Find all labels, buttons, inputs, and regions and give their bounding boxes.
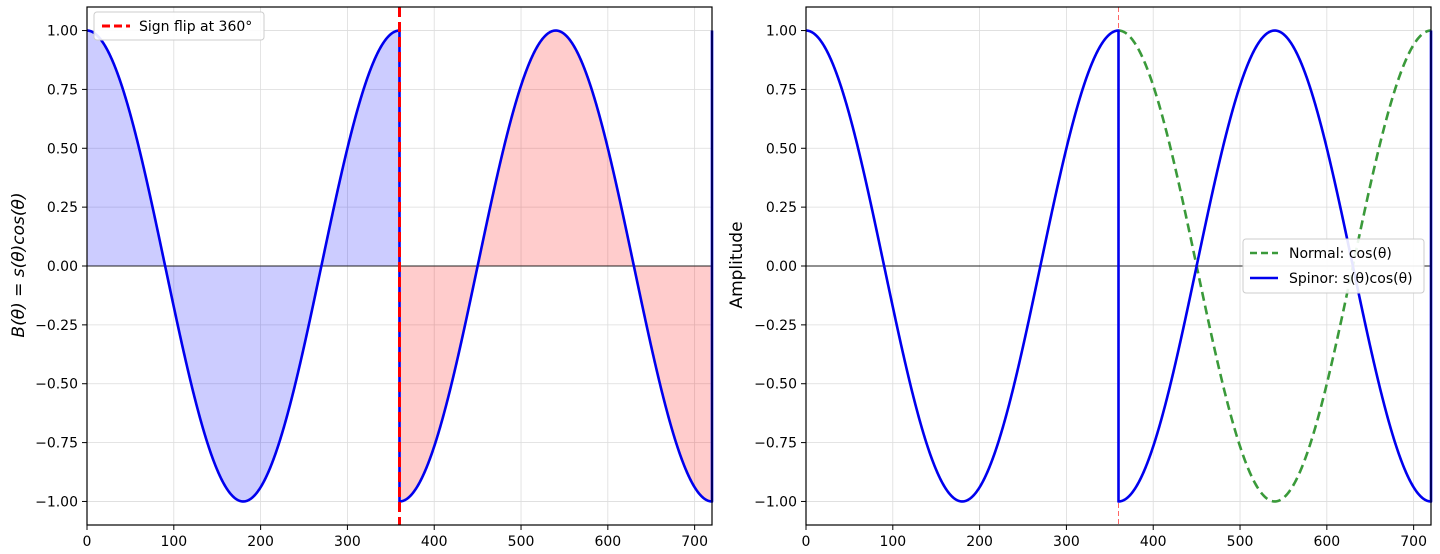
y-tick-label: −0.50 bbox=[754, 377, 797, 393]
legend-box bbox=[1242, 238, 1425, 294]
spinor-line bbox=[86, 29, 714, 503]
y-tick-label: −0.75 bbox=[754, 436, 797, 452]
y-tick-label: −1.00 bbox=[35, 494, 78, 510]
x-tick-label: 200 bbox=[247, 534, 274, 550]
y-tick-label: 1.00 bbox=[766, 24, 797, 40]
right-y-axis-label: Amplitude bbox=[727, 221, 747, 308]
x-tick-label: 100 bbox=[160, 534, 187, 550]
right-y-ticks: 1.00 0.75 0.50 0.25 0.00 −0.25 −0.50 −0.75 −1.00 bbox=[754, 24, 806, 510]
y-tick-label: 1.00 bbox=[47, 24, 78, 40]
x-tick-label: 600 bbox=[594, 534, 621, 550]
left-series bbox=[86, 29, 714, 503]
left-legend: Sign flip at 360° bbox=[93, 11, 265, 41]
right-series bbox=[805, 29, 1433, 503]
left-y-axis-label: B(θ) = s(θ)cos(θ) bbox=[9, 192, 29, 337]
y-tick-label: 0.25 bbox=[47, 200, 78, 216]
right-x-ticks: 0 100 200 300 400 500 600 700 bbox=[802, 525, 1427, 550]
y-tick-label: 0.50 bbox=[47, 141, 78, 157]
x-tick-label: 600 bbox=[1313, 534, 1340, 550]
x-tick-label: 400 bbox=[421, 534, 448, 550]
x-tick-label: 200 bbox=[966, 534, 993, 550]
x-tick-label: 400 bbox=[1140, 534, 1167, 550]
y-tick-label: −0.75 bbox=[35, 436, 78, 452]
x-tick-label: 700 bbox=[1400, 534, 1427, 550]
left-y-ticks: 1.00 0.75 0.50 0.25 0.00 −0.25 −0.50 −0.75 −1.00 bbox=[35, 24, 87, 510]
y-tick-label: 0.75 bbox=[766, 82, 797, 98]
y-tick-label: −0.25 bbox=[35, 318, 78, 334]
x-tick-label: 100 bbox=[879, 534, 906, 550]
x-tick-label: 700 bbox=[681, 534, 708, 550]
y-tick-label: 0.25 bbox=[766, 200, 797, 216]
x-tick-label: 0 bbox=[802, 534, 811, 550]
right-legend: Normal: cos(θ) Spinor: s(θ)cos(θ) bbox=[1242, 238, 1425, 294]
y-tick-label: −0.25 bbox=[754, 318, 797, 334]
x-tick-label: 300 bbox=[1053, 534, 1080, 550]
x-tick-label: 0 bbox=[83, 534, 92, 550]
legend-label: Sign flip at 360° bbox=[139, 19, 252, 35]
spinor-line bbox=[805, 29, 1433, 503]
y-tick-label: −0.50 bbox=[35, 377, 78, 393]
legend-label: Normal: cos(θ) bbox=[1289, 246, 1392, 262]
y-tick-label: 0.75 bbox=[47, 82, 78, 98]
y-tick-label: 0.50 bbox=[766, 141, 797, 157]
y-tick-label: 0.00 bbox=[766, 259, 797, 275]
normal-cos-line bbox=[1117, 29, 1432, 503]
left-chart: 0 100 200 300 400 500 600 700 1.00 0.75 0.50 0.25 0… bbox=[9, 6, 714, 550]
legend-label: Spinor: s(θ)cos(θ) bbox=[1289, 271, 1413, 287]
x-tick-label: 300 bbox=[334, 534, 361, 550]
right-chart: 0 100 200 300 400 500 600 700 1.00 0.75 0.50 0.25 0… bbox=[727, 6, 1433, 550]
y-tick-label: −1.00 bbox=[754, 494, 797, 510]
y-tick-label: 0.00 bbox=[47, 259, 78, 275]
left-x-ticks: 0 100 200 300 400 500 600 700 bbox=[83, 525, 708, 550]
x-tick-label: 500 bbox=[1227, 534, 1254, 550]
x-tick-label: 500 bbox=[508, 534, 535, 550]
legend-box bbox=[93, 11, 265, 41]
